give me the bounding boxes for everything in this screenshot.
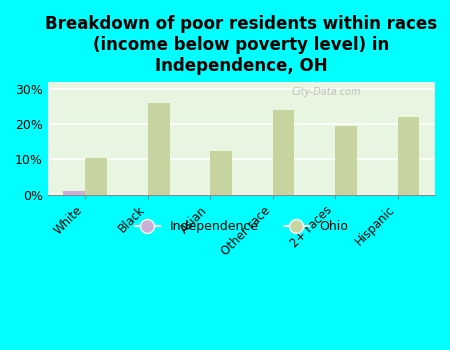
Legend: Independence, Ohio: Independence, Ohio — [130, 215, 353, 238]
Bar — [85, 158, 107, 195]
Title: Breakdown of poor residents within races
(income below poverty level) in
Indepen: Breakdown of poor residents within races… — [45, 15, 437, 75]
Bar — [63, 191, 85, 195]
Bar — [148, 103, 170, 195]
Bar — [210, 150, 232, 195]
Bar — [335, 126, 357, 195]
Text: City-Data.com: City-Data.com — [292, 87, 361, 97]
Bar — [397, 117, 419, 195]
Bar — [273, 110, 294, 195]
